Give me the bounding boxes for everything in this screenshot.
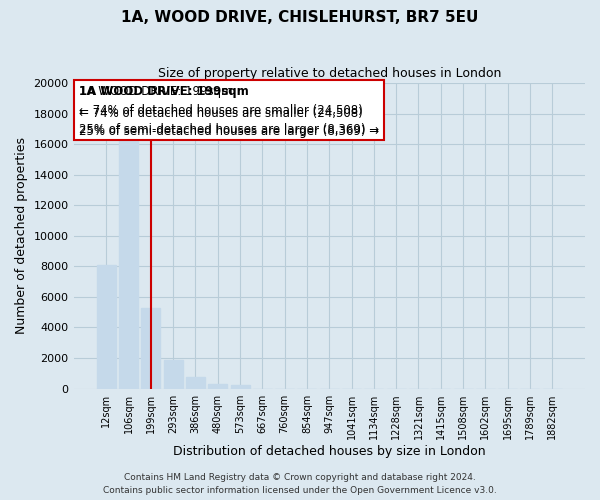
Bar xyxy=(119,135,138,388)
Bar xyxy=(97,265,116,388)
Text: 1A WOOD DRIVE: 199sqm: 1A WOOD DRIVE: 199sqm xyxy=(79,84,248,98)
Text: ← 74% of detached houses are smaller (24,508)
25% of semi-detached houses are la: ← 74% of detached houses are smaller (24… xyxy=(79,108,379,138)
Bar xyxy=(142,308,160,388)
Bar xyxy=(230,385,250,388)
X-axis label: Distribution of detached houses by size in London: Distribution of detached houses by size … xyxy=(173,444,485,458)
Title: Size of property relative to detached houses in London: Size of property relative to detached ho… xyxy=(158,68,501,80)
Text: Contains HM Land Registry data © Crown copyright and database right 2024.
Contai: Contains HM Land Registry data © Crown c… xyxy=(103,474,497,495)
Text: 1A, WOOD DRIVE, CHISLEHURST, BR7 5EU: 1A, WOOD DRIVE, CHISLEHURST, BR7 5EU xyxy=(121,10,479,25)
Bar xyxy=(208,384,227,388)
Bar xyxy=(186,377,205,388)
Text: 1A WOOD DRIVE: 199sqm
← 74% of detached houses are smaller (24,508)
25% of semi-: 1A WOOD DRIVE: 199sqm ← 74% of detached … xyxy=(79,84,379,136)
Y-axis label: Number of detached properties: Number of detached properties xyxy=(15,138,28,334)
Bar xyxy=(164,360,182,388)
